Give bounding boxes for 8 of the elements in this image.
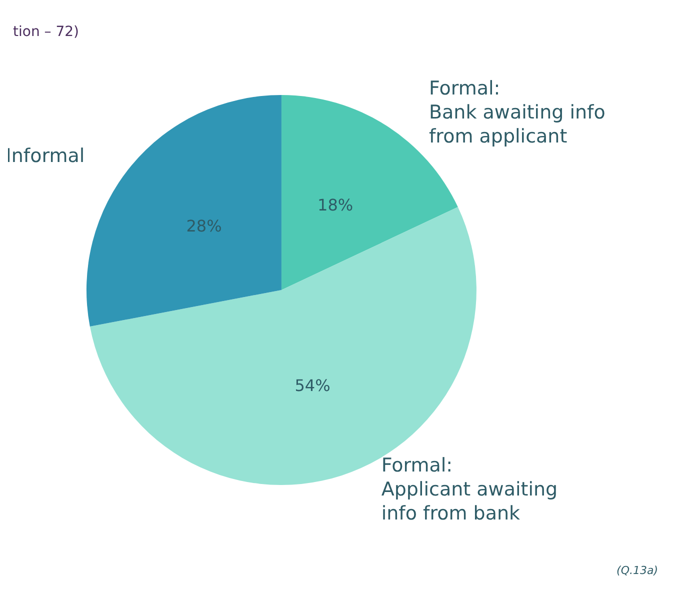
- data-label: 28%: [186, 216, 222, 236]
- data-label: 18%: [318, 196, 354, 215]
- text: (Q.13a): [616, 564, 658, 577]
- slice-label: Formal: Applicant awaiting info from bank: [381, 454, 558, 525]
- slice-label: Formal: Bank awaiting info from applicant: [428, 78, 606, 148]
- slice-label: Informal: [6, 145, 85, 168]
- data-label: 54%: [294, 376, 330, 396]
- chart-subtitle: tion – 72): [13, 24, 79, 40]
